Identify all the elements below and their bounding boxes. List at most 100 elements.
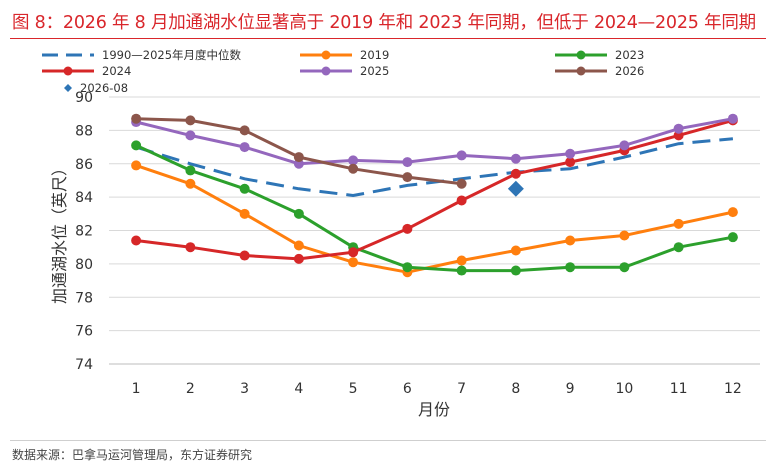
series-line xyxy=(134,117,464,186)
y-tick-label: 88 xyxy=(75,123,93,139)
legend-label: 2019 xyxy=(360,48,389,62)
title-divider xyxy=(10,38,766,39)
y-tick-label: 86 xyxy=(75,157,93,173)
y-tick-label: 78 xyxy=(75,290,93,306)
x-tick-label: 6 xyxy=(403,381,412,397)
series-2019 xyxy=(131,160,738,278)
x-axis-title: 月份 xyxy=(418,400,450,419)
data-point xyxy=(239,208,250,219)
legend-label: 2026-08 xyxy=(80,81,128,95)
data-point xyxy=(510,265,521,276)
legend-label: 1990—2025年月度中位数 xyxy=(102,48,242,62)
data-point xyxy=(565,235,576,246)
legend-marker xyxy=(576,66,586,76)
data-point xyxy=(727,207,738,218)
data-point xyxy=(673,218,684,229)
x-tick-label: 5 xyxy=(349,381,358,397)
legend-item: 2026-08 xyxy=(64,81,128,95)
x-tick-label: 11 xyxy=(670,381,688,397)
data-point xyxy=(293,152,304,163)
data-point xyxy=(727,232,738,243)
data-point xyxy=(673,242,684,253)
data-point xyxy=(619,230,630,241)
data-point xyxy=(131,140,142,151)
legend-marker xyxy=(63,66,73,76)
source-divider xyxy=(10,440,766,441)
data-point xyxy=(348,155,359,166)
x-tick-label: 7 xyxy=(457,381,466,397)
legend-marker xyxy=(64,84,72,92)
data-point xyxy=(185,130,196,141)
data-point xyxy=(402,172,413,183)
data-point xyxy=(293,253,304,264)
series-line xyxy=(134,143,735,273)
data-point xyxy=(402,157,413,168)
data-point xyxy=(185,178,196,189)
series-line xyxy=(134,163,735,274)
series-2026-08 xyxy=(507,180,524,197)
legend-marker xyxy=(321,50,331,60)
data-point xyxy=(348,257,359,268)
data-point xyxy=(185,242,196,253)
y-axis-title: 加通湖水位（英尺） xyxy=(50,160,69,304)
x-tick-label: 3 xyxy=(240,381,249,397)
legend-item: 2023 xyxy=(555,48,644,62)
chart-title: 图 8：2026 年 8 月加通湖水位显著高于 2019 年和 2023 年同期… xyxy=(12,13,756,33)
legend: 1990—2025年月度中位数 2019 2023 2024 2025 2026 2026-… xyxy=(42,48,644,95)
data-point xyxy=(131,113,142,124)
legend-label: 2023 xyxy=(615,48,644,62)
data-point xyxy=(727,113,738,124)
series-line xyxy=(134,117,735,166)
legend-item: 2019 xyxy=(300,48,389,62)
data-point xyxy=(185,165,196,176)
data-point xyxy=(456,195,467,206)
series-layer xyxy=(131,113,738,278)
x-tick-label: 1 xyxy=(132,381,141,397)
data-point xyxy=(293,208,304,219)
data-point xyxy=(565,157,576,168)
series-2026 xyxy=(131,113,467,189)
y-tick-label: 82 xyxy=(75,224,93,240)
legend-label: 2025 xyxy=(360,64,389,78)
legend-item: 2026 xyxy=(555,64,644,78)
series-line xyxy=(134,118,735,261)
x-axis-ticks: 1 2 3 4 5 6 7 8 9 10 11 12 xyxy=(132,381,742,397)
y-tick-label: 74 xyxy=(75,357,93,373)
legend-item: 1990—2025年月度中位数 xyxy=(42,48,242,62)
data-point xyxy=(348,247,359,258)
x-tick-label: 10 xyxy=(615,381,633,397)
y-tick-label: 90 xyxy=(75,90,93,106)
y-axis-ticks: 74 76 78 80 82 84 86 88 90 xyxy=(75,90,93,373)
data-point xyxy=(185,115,196,126)
series-2023 xyxy=(131,140,738,276)
data-point xyxy=(565,148,576,159)
data-point xyxy=(507,180,524,197)
x-tick-label: 4 xyxy=(294,381,303,397)
data-point xyxy=(673,123,684,134)
data-point xyxy=(456,265,467,276)
data-point xyxy=(402,262,413,273)
legend-label: 2024 xyxy=(102,64,131,78)
data-point xyxy=(293,240,304,251)
y-tick-label: 76 xyxy=(75,324,93,340)
data-point xyxy=(456,150,467,161)
x-tick-label: 9 xyxy=(566,381,575,397)
y-tick-label: 84 xyxy=(75,190,93,206)
source-note: 数据来源：巴拿马运河管理局，东方证券研究 xyxy=(12,448,253,462)
data-point xyxy=(239,142,250,153)
grid xyxy=(109,96,760,365)
data-point xyxy=(456,255,467,266)
legend-marker xyxy=(321,66,331,76)
data-point xyxy=(510,245,521,256)
data-point xyxy=(619,262,630,273)
legend-marker xyxy=(576,50,586,60)
legend-item: 2025 xyxy=(300,64,389,78)
y-tick-label: 80 xyxy=(75,257,93,273)
legend-item: 2024 xyxy=(42,64,131,78)
data-point xyxy=(619,140,630,151)
series-2025 xyxy=(131,113,738,169)
data-point xyxy=(239,183,250,194)
x-tick-label: 12 xyxy=(724,381,742,397)
data-point xyxy=(348,163,359,174)
